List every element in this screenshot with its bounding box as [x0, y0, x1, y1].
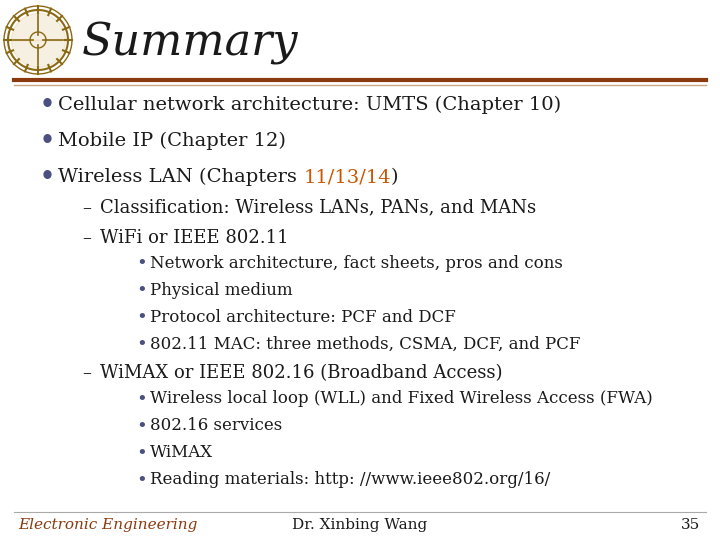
Text: Network architecture, fact sheets, pros and cons: Network architecture, fact sheets, pros …: [150, 254, 563, 272]
Text: 802.11 MAC: three methods, CSMA, DCF, and PCF: 802.11 MAC: three methods, CSMA, DCF, an…: [150, 335, 580, 353]
Text: –: –: [82, 199, 91, 217]
Text: WiMAX: WiMAX: [150, 444, 213, 461]
Text: •: •: [40, 93, 55, 117]
Text: 802.16 services: 802.16 services: [150, 417, 282, 434]
Text: Physical medium: Physical medium: [150, 281, 292, 299]
Text: Cellular network architecture: UMTS (Chapter 10): Cellular network architecture: UMTS (Cha…: [58, 96, 561, 114]
Text: Summary: Summary: [82, 22, 299, 65]
Text: •: •: [136, 254, 147, 272]
Text: Electronic Engineering: Electronic Engineering: [18, 518, 197, 532]
Text: WiFi or IEEE 802.11: WiFi or IEEE 802.11: [100, 228, 289, 247]
Text: 35: 35: [680, 518, 700, 532]
Text: Protocol architecture: PCF and DCF: Protocol architecture: PCF and DCF: [150, 308, 456, 326]
Text: WiMAX or IEEE 802.16 (Broadband Access): WiMAX or IEEE 802.16 (Broadband Access): [100, 364, 503, 382]
Text: •: •: [136, 416, 147, 435]
Text: •: •: [136, 389, 147, 408]
Text: •: •: [40, 165, 55, 189]
Text: 11/13/14: 11/13/14: [303, 168, 391, 186]
Text: •: •: [136, 308, 147, 326]
Text: –: –: [82, 364, 91, 382]
Text: •: •: [136, 470, 147, 489]
Text: •: •: [136, 335, 147, 353]
Text: •: •: [136, 281, 147, 299]
Text: Mobile IP (Chapter 12): Mobile IP (Chapter 12): [58, 132, 286, 150]
Text: Classification: Wireless LANs, PANs, and MANs: Classification: Wireless LANs, PANs, and…: [100, 199, 536, 217]
Text: •: •: [40, 129, 55, 153]
Text: Reading materials: http: //www.ieee802.org/16/: Reading materials: http: //www.ieee802.o…: [150, 471, 550, 488]
Text: Wireless local loop (WLL) and Fixed Wireless Access (FWA): Wireless local loop (WLL) and Fixed Wire…: [150, 390, 653, 407]
Text: –: –: [82, 228, 91, 247]
Text: Dr. Xinbing Wang: Dr. Xinbing Wang: [292, 518, 428, 532]
Text: ): ): [391, 168, 398, 186]
Text: Wireless LAN (Chapters: Wireless LAN (Chapters: [58, 168, 303, 186]
Text: •: •: [136, 443, 147, 462]
